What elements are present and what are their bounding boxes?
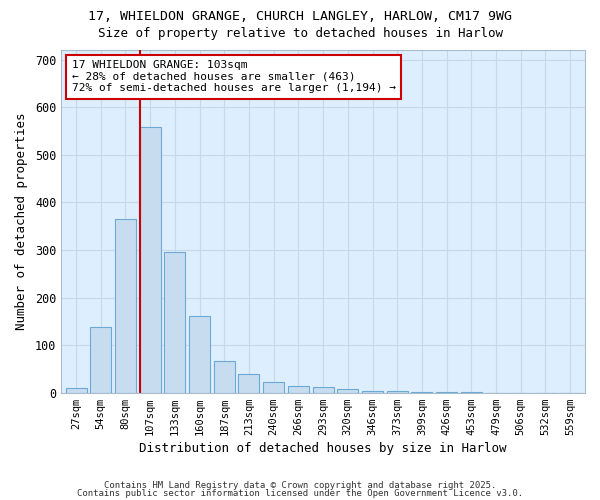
Bar — [164, 252, 185, 392]
Bar — [362, 391, 383, 392]
Bar — [288, 386, 309, 392]
Bar — [263, 382, 284, 392]
Bar — [65, 388, 86, 392]
Bar — [189, 316, 210, 392]
Text: 17 WHIELDON GRANGE: 103sqm
← 28% of detached houses are smaller (463)
72% of sem: 17 WHIELDON GRANGE: 103sqm ← 28% of deta… — [71, 60, 395, 94]
Bar — [313, 387, 334, 392]
Bar — [238, 374, 259, 392]
Y-axis label: Number of detached properties: Number of detached properties — [15, 112, 28, 330]
Bar — [214, 361, 235, 392]
Bar — [140, 127, 161, 392]
Text: Contains HM Land Registry data © Crown copyright and database right 2025.: Contains HM Land Registry data © Crown c… — [104, 481, 496, 490]
Text: Size of property relative to detached houses in Harlow: Size of property relative to detached ho… — [97, 28, 503, 40]
Text: 17, WHIELDON GRANGE, CHURCH LANGLEY, HARLOW, CM17 9WG: 17, WHIELDON GRANGE, CHURCH LANGLEY, HAR… — [88, 10, 512, 23]
X-axis label: Distribution of detached houses by size in Harlow: Distribution of detached houses by size … — [139, 442, 507, 455]
Bar — [337, 389, 358, 392]
Bar — [115, 219, 136, 392]
Bar — [90, 328, 111, 392]
Text: Contains public sector information licensed under the Open Government Licence v3: Contains public sector information licen… — [77, 488, 523, 498]
